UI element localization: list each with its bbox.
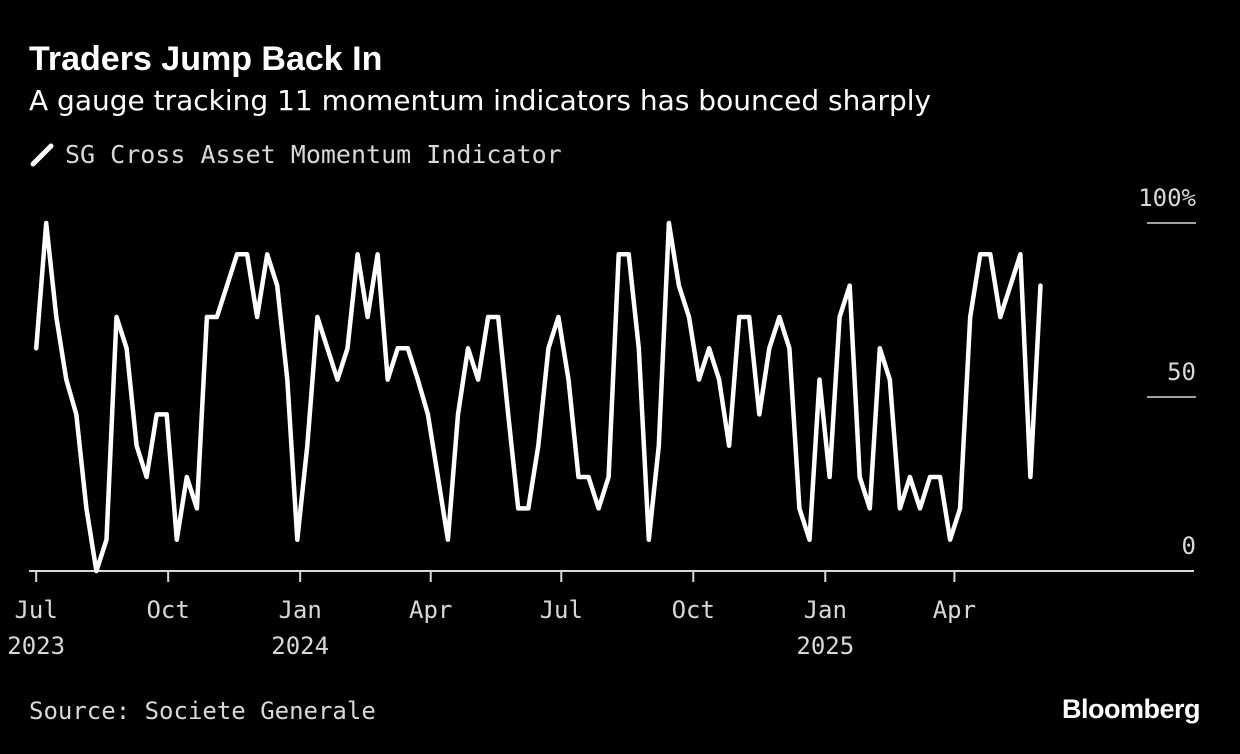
x-tick-label-3: Apr: [409, 596, 452, 624]
x-tick-label-6: Jan: [804, 596, 847, 624]
x-tick-label-7: Apr: [933, 596, 976, 624]
x-tick-label-4: Jul: [540, 596, 583, 624]
x-tick-label-2: Jan: [278, 596, 321, 624]
source-note: Source: Societe Generale: [29, 697, 376, 725]
bloomberg-logo: Bloomberg: [1061, 694, 1201, 724]
x-tick-label-1: Oct: [146, 596, 189, 624]
y-tick-label-0: 0: [1182, 532, 1196, 560]
x-tick-label-5: Oct: [672, 596, 715, 624]
x-tick-label-0: Jul: [14, 596, 57, 624]
x-tick-year-label-6: 2025: [796, 632, 854, 660]
y-tick-label-50: 50: [1167, 358, 1196, 386]
x-tick-year-label-2: 2024: [271, 632, 329, 660]
x-tick-year-label-0: 2023: [7, 632, 65, 660]
legend: SG Cross Asset Momentum Indicator: [29, 140, 562, 169]
legend-series-label: SG Cross Asset Momentum Indicator: [65, 140, 562, 169]
legend-line-swatch-icon: [30, 143, 54, 166]
series-line-0: [33, 220, 1043, 574]
chart-title: Traders Jump Back In: [29, 40, 383, 78]
y-tick-label-100: 100%: [1138, 184, 1196, 212]
chart-subtitle: A gauge tracking 11 momentum indicators …: [29, 84, 932, 117]
